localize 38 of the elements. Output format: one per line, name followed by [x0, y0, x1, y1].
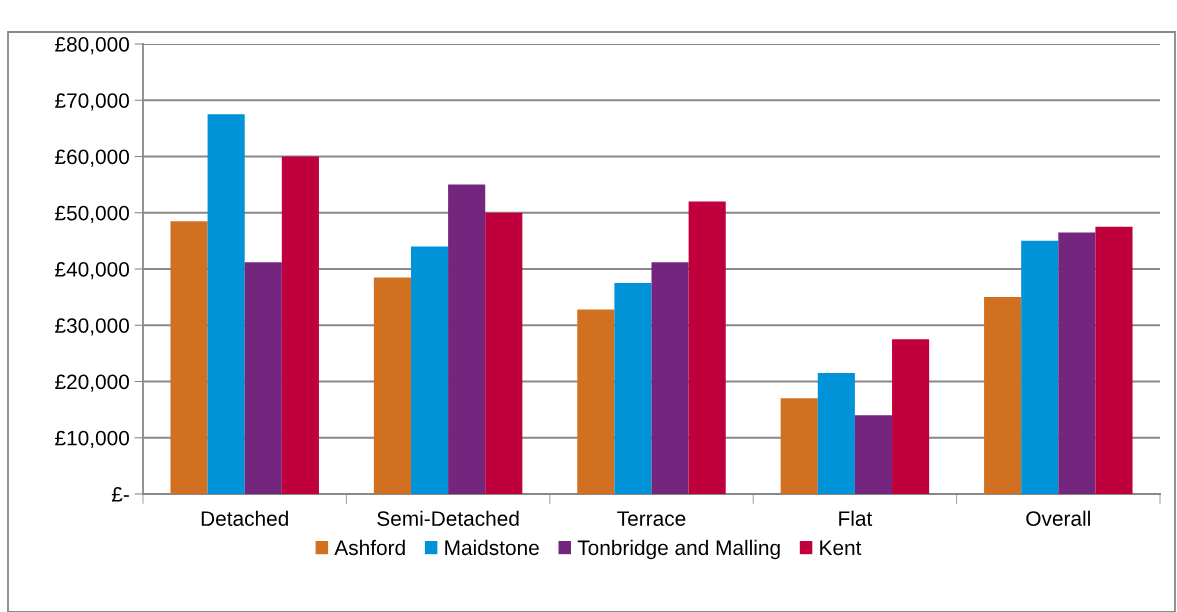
x-tick-label: Flat: [839, 510, 873, 526]
bar: [651, 262, 689, 494]
y-tick-label: £50,000: [55, 205, 129, 223]
bar: [207, 114, 245, 494]
bar: [614, 283, 652, 494]
y-tick-label: £80,000: [55, 37, 129, 55]
bar: [817, 373, 855, 494]
bar: [170, 221, 208, 494]
bar: [577, 309, 615, 494]
y-tick-label: £10,000: [55, 430, 129, 448]
bar: [688, 201, 726, 494]
y-tick-label: £40,000: [55, 262, 129, 280]
bar: [410, 246, 449, 494]
bar: [281, 156, 319, 494]
legend-label: Ashford: [334, 539, 405, 556]
x-tick-label: Overall: [1026, 510, 1090, 526]
bar: [1058, 232, 1096, 494]
bar: [1095, 226, 1133, 494]
legend-label: Tonbridge and Malling: [577, 539, 780, 560]
bar: [485, 212, 523, 494]
x-tick-label: Semi-Detached: [377, 510, 519, 526]
y-tick-label: £60,000: [55, 149, 129, 167]
bar: [244, 262, 282, 494]
bar: [373, 277, 411, 494]
y-tick-label: £30,000: [55, 318, 129, 336]
bar: [448, 184, 486, 494]
bar: [1021, 240, 1059, 494]
y-tick-label: £70,000: [55, 93, 129, 111]
legend-label: Maidstone: [445, 539, 539, 556]
bar: [780, 398, 818, 494]
x-tick-label: Detached: [201, 510, 288, 526]
legend-label: Kent: [820, 540, 862, 556]
bar: [984, 297, 1022, 494]
y-tick-label: £20,000: [55, 374, 129, 392]
bar: [854, 415, 893, 494]
bar: [892, 339, 930, 494]
x-tick-label: Terrace: [617, 511, 686, 526]
y-tick-label: £-: [111, 487, 129, 502]
